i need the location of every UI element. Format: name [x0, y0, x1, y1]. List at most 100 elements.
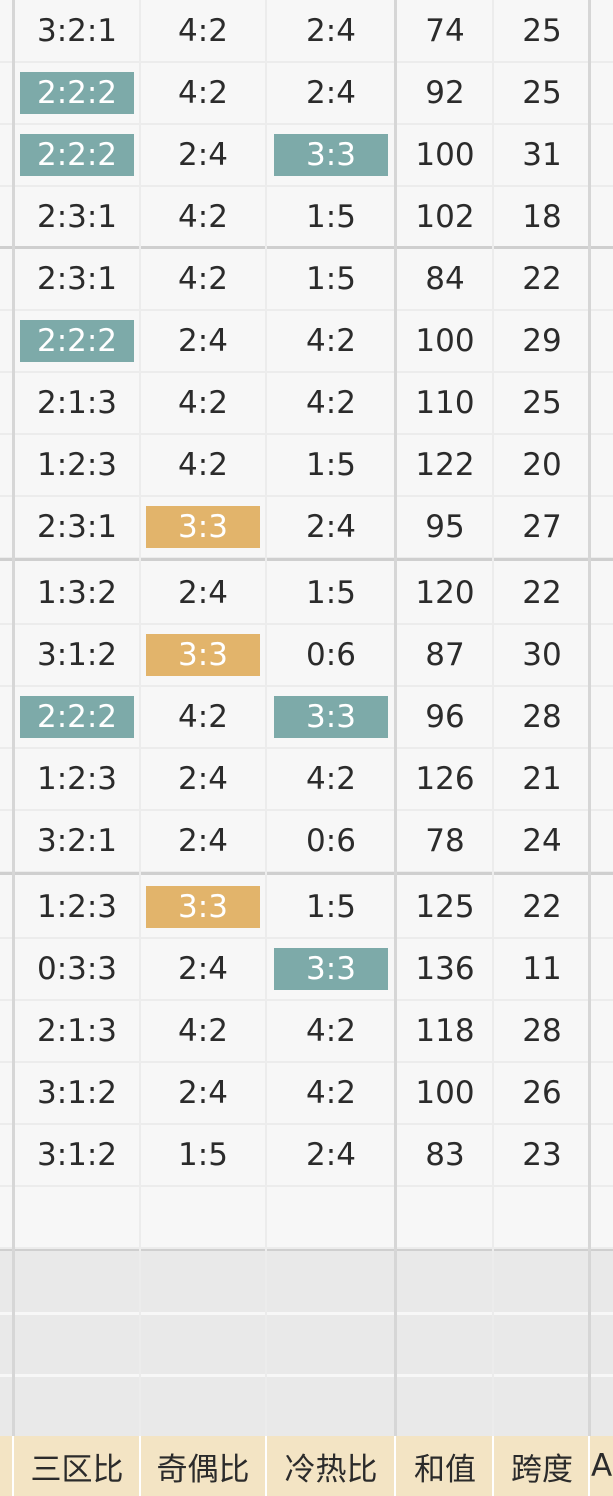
cell-kuadu: 22	[522, 575, 562, 611]
cell-sanqubi: 2:1:3	[36, 385, 118, 421]
cell-kuadu: 21	[522, 761, 562, 797]
column-header-next[interactable]: A	[591, 1448, 613, 1484]
table-row[interactable]: 2:3:1 3:3 2:4 95 27	[0, 496, 613, 558]
cell-kuadu: 26	[522, 1075, 562, 1111]
cell-jioubi: 2:4	[178, 761, 228, 797]
table-row[interactable]: 2:2:2 4:2 3:3 96 28	[0, 686, 613, 748]
cell-lengrebi: 1:5	[306, 199, 356, 235]
table-row[interactable]: 2:2:2 4:2 2:4 92 25	[0, 62, 613, 124]
empty-rows	[0, 1251, 613, 1436]
table-row[interactable]: 0:3:3 2:4 3:3 136 11	[0, 938, 613, 1000]
cell-hezhi: 100	[415, 1075, 475, 1111]
table-row[interactable]: 2:3:1 4:2 1:5 84 22	[0, 248, 613, 310]
cell-sanqubi: 1:3:2	[36, 575, 118, 611]
cell-lengrebi: 2:4	[306, 1137, 356, 1173]
cell-kuadu: 11	[522, 951, 562, 987]
column-header-lengrebi[interactable]: 冷热比	[284, 1451, 378, 1488]
table-row[interactable]: 2:2:2 2:4 3:3 100 31	[0, 124, 613, 186]
column-header-sanqubi[interactable]: 三区比	[30, 1451, 124, 1488]
table-row[interactable]: 1:2:3 3:3 1:5 125 22	[0, 876, 613, 938]
cell-hezhi: 100	[415, 137, 475, 173]
cell-sanqubi: 3:1:2	[36, 1075, 118, 1111]
table-row[interactable]: 3:1:2 1:5 2:4 83 23	[0, 1124, 613, 1186]
cell-hezhi: 136	[415, 951, 475, 987]
cell-hezhi: 83	[425, 1137, 465, 1173]
row-divider	[0, 433, 613, 435]
cell-hezhi: 100	[415, 323, 475, 359]
row-divider	[0, 185, 613, 187]
row-divider	[0, 1185, 613, 1187]
cell-lengrebi: 4:2	[306, 1075, 356, 1111]
row-divider	[0, 999, 613, 1001]
highlight-jioubi: 3:3	[146, 886, 260, 928]
column-header-hezhi[interactable]: 和值	[414, 1451, 476, 1488]
table-row[interactable]: 2:3:1 4:2 1:5 102 18	[0, 186, 613, 248]
table-row[interactable]: 3:2:1 2:4 0:6 78 24	[0, 810, 613, 872]
table-row[interactable]: 3:1:2 2:4 4:2 100 26	[0, 1062, 613, 1124]
cell-hezhi: 95	[425, 509, 465, 545]
cell-jioubi: 3:3	[141, 624, 265, 686]
column-header-jioubi[interactable]: 奇偶比	[156, 1451, 250, 1488]
cell-kuadu: 29	[522, 323, 562, 359]
row-divider	[0, 371, 613, 373]
row-divider	[0, 1123, 613, 1125]
cell-jioubi: 3:3	[141, 496, 265, 558]
cell-hezhi: 122	[415, 447, 475, 483]
cell-jioubi: 3:3	[141, 876, 265, 938]
row-divider	[0, 61, 613, 63]
cell-kuadu: 20	[522, 447, 562, 483]
table-row[interactable]: 2:1:3 4:2 4:2 118 28	[0, 1000, 613, 1062]
cell-sanqubi: 0:3:3	[36, 951, 118, 987]
row-divider	[0, 495, 613, 497]
cell-sanqubi: 1:2:3	[36, 889, 118, 925]
cell-sanqubi: 2:1:3	[36, 1013, 118, 1049]
cell-lengrebi: 3:3	[267, 124, 395, 186]
cell-sanqubi: 2:3:1	[36, 261, 118, 297]
cell-hezhi: 87	[425, 637, 465, 673]
cell-hezhi: 120	[415, 575, 475, 611]
cell-kuadu: 25	[522, 75, 562, 111]
cell-lengrebi: 1:5	[306, 575, 356, 611]
cell-jioubi: 4:2	[178, 699, 228, 735]
table-row[interactable]: 2:2:2 2:4 4:2 100 29	[0, 310, 613, 372]
table-row[interactable]: 3:1:2 3:3 0:6 87 30	[0, 624, 613, 686]
cell-sanqubi: 3:1:2	[36, 1137, 118, 1173]
table-row[interactable]: 3:2:1 4:2 2:4 74 25	[0, 0, 613, 62]
cell-jioubi: 2:4	[178, 575, 228, 611]
column-divider	[588, 1436, 590, 1496]
column-header-kuadu[interactable]: 跨度	[511, 1451, 573, 1488]
highlight-lengrebi: 3:3	[274, 948, 388, 990]
cell-sanqubi: 3:2:1	[36, 823, 118, 859]
cell-jioubi: 4:2	[178, 261, 228, 297]
cell-kuadu: 23	[522, 1137, 562, 1173]
cell-hezhi: 96	[425, 699, 465, 735]
cell-lengrebi: 4:2	[306, 1013, 356, 1049]
cell-lengrebi: 2:4	[306, 13, 356, 49]
highlight-sanqubi: 2:2:2	[20, 696, 134, 738]
cell-kuadu: 30	[522, 637, 562, 673]
highlight-jioubi: 3:3	[146, 634, 260, 676]
cell-sanqubi: 2:3:1	[36, 509, 118, 545]
cell-hezhi: 74	[425, 13, 465, 49]
cell-lengrebi: 4:2	[306, 385, 356, 421]
column-divider	[265, 0, 267, 1496]
cell-kuadu: 27	[522, 509, 562, 545]
cell-jioubi: 2:4	[178, 137, 228, 173]
highlight-lengrebi: 3:3	[274, 696, 388, 738]
cell-jioubi: 2:4	[178, 951, 228, 987]
cell-lengrebi: 2:4	[306, 75, 356, 111]
column-divider	[12, 0, 15, 1496]
cell-sanqubi: 2:3:1	[36, 199, 118, 235]
cell-sanqubi: 2:2:2	[15, 124, 139, 186]
table-row[interactable]: 1:3:2 2:4 1:5 120 22	[0, 562, 613, 624]
cell-hezhi: 78	[425, 823, 465, 859]
cell-sanqubi: 2:2:2	[15, 310, 139, 372]
cell-hezhi: 125	[415, 889, 475, 925]
table-row[interactable]: 1:2:3 2:4 4:2 126 21	[0, 748, 613, 810]
table-row[interactable]: 2:1:3 4:2 4:2 110 25	[0, 372, 613, 434]
highlight-jioubi: 3:3	[146, 506, 260, 548]
column-divider	[12, 1436, 14, 1496]
cell-hezhi: 126	[415, 761, 475, 797]
table-row[interactable]: 1:2:3 4:2 1:5 122 20	[0, 434, 613, 496]
row-divider	[0, 937, 613, 939]
